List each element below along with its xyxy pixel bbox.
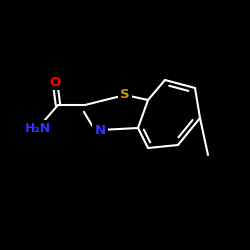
Text: O: O: [50, 76, 60, 88]
Text: S: S: [120, 88, 130, 102]
Text: N: N: [94, 124, 106, 136]
Text: H₂N: H₂N: [25, 122, 51, 134]
